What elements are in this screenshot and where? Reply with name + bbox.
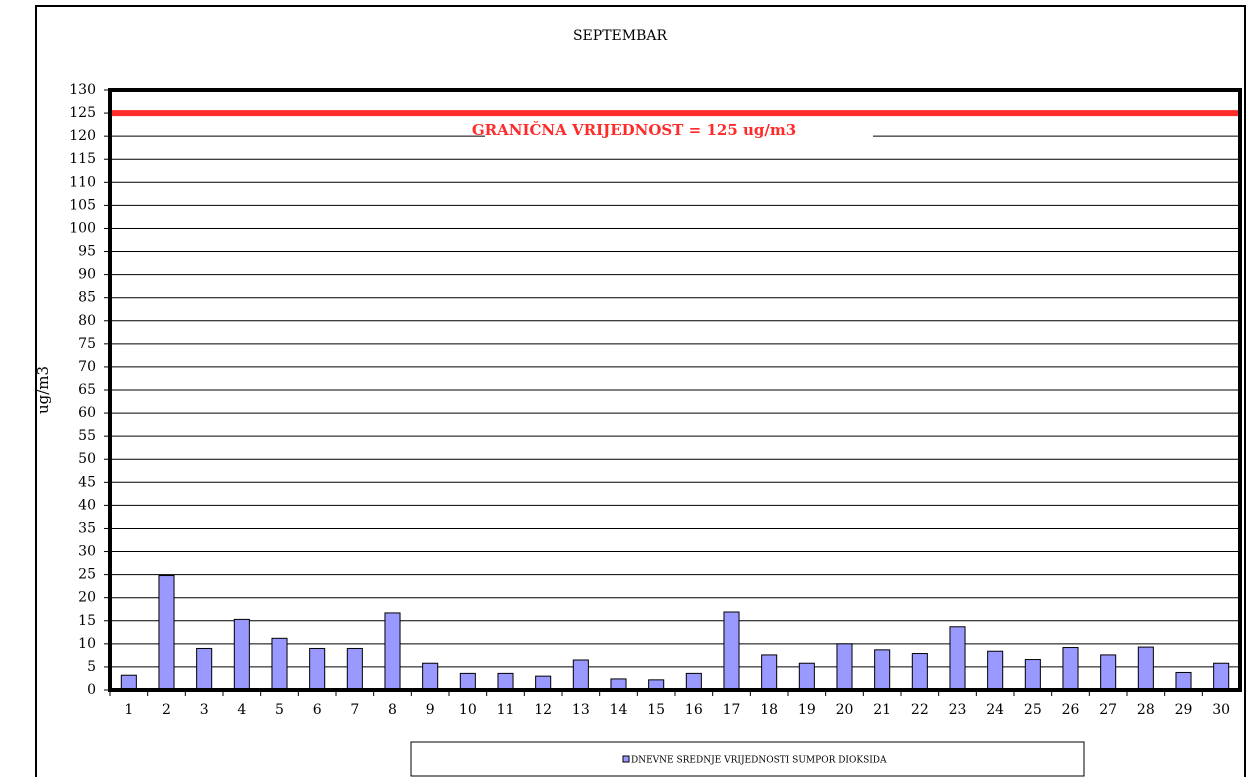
- bar: [384, 612, 401, 691]
- x-tick-label: 9: [426, 702, 435, 718]
- bar: [949, 626, 966, 691]
- bar: [1100, 654, 1117, 691]
- x-tick-label: 14: [610, 702, 628, 718]
- bar: [233, 618, 250, 691]
- plot-frame: [108, 88, 1242, 692]
- bar: [459, 672, 476, 691]
- y-tick-label: 90: [78, 267, 96, 283]
- x-tick-label: 5: [275, 702, 284, 718]
- x-tick-label: 28: [1137, 702, 1155, 718]
- x-tick-label: 7: [350, 702, 359, 718]
- y-tick-label: 100: [69, 220, 96, 236]
- bar: [836, 643, 853, 691]
- bar: [987, 650, 1004, 691]
- y-tick-label: 30: [78, 544, 96, 560]
- y-tick-label: 85: [78, 290, 96, 306]
- bar: [685, 672, 702, 691]
- x-tick-label: 17: [723, 702, 741, 718]
- x-tick-label: 27: [1099, 702, 1117, 718]
- x-tick-label: 26: [1062, 702, 1080, 718]
- y-axis-label: ug/m3: [34, 366, 52, 414]
- y-tick-label: 15: [78, 613, 96, 629]
- y-tick-label: 60: [78, 405, 96, 421]
- y-tick-label: 20: [78, 590, 96, 606]
- x-tick-label: 12: [534, 702, 552, 718]
- y-tick-label: 5: [87, 659, 96, 675]
- x-tick-label: 20: [836, 702, 854, 718]
- y-tick-label: 70: [78, 359, 96, 375]
- bar: [572, 659, 589, 691]
- bar: [271, 637, 288, 691]
- chart-title: SEPTEMBAR: [573, 28, 668, 44]
- y-tick-label: 0: [87, 682, 96, 698]
- x-tick-label: 24: [986, 702, 1004, 718]
- x-tick-label: 2: [162, 702, 171, 718]
- annotation-bg: [485, 132, 873, 157]
- bar: [120, 674, 137, 691]
- legend-box: [410, 741, 1085, 777]
- bar: [1062, 647, 1079, 691]
- bar: [535, 675, 552, 691]
- x-tick-label: 29: [1175, 702, 1193, 718]
- y-tick-label: 50: [78, 451, 96, 467]
- y-tick-label: 65: [78, 382, 96, 398]
- x-tick-label: 15: [647, 702, 665, 718]
- x-tick-label: 22: [911, 702, 929, 718]
- x-tick-label: 13: [572, 702, 590, 718]
- bar: [911, 653, 928, 691]
- x-tick-label: 18: [760, 702, 778, 718]
- bar: [1213, 662, 1230, 691]
- bar: [1137, 646, 1154, 691]
- y-tick-label: 55: [78, 428, 96, 444]
- bar: [1175, 671, 1192, 691]
- bar: [196, 647, 213, 691]
- bar: [798, 662, 815, 691]
- x-tick-label: 1: [124, 702, 133, 718]
- x-tick-label: 8: [388, 702, 397, 718]
- y-tick-label: 110: [69, 174, 96, 190]
- x-tick-label: 23: [949, 702, 967, 718]
- bar: [422, 662, 439, 691]
- bar: [723, 611, 740, 691]
- bar: [497, 672, 514, 691]
- y-tick-label: 75: [78, 336, 96, 352]
- x-tick-label: 3: [200, 702, 209, 718]
- y-tick-label: 45: [78, 474, 96, 490]
- x-tick-label: 11: [497, 702, 515, 718]
- y-tick-label: 80: [78, 313, 96, 329]
- bar: [1024, 659, 1041, 691]
- y-tick-label: 105: [69, 197, 96, 213]
- x-tick-label: 16: [685, 702, 703, 718]
- x-tick-label: 30: [1212, 702, 1230, 718]
- legend-swatch: [622, 755, 630, 763]
- bar: [346, 647, 363, 691]
- x-tick-label: 21: [873, 702, 891, 718]
- x-tick-label: 10: [459, 702, 477, 718]
- legend-label: DNEVNE SREDNJE VRIJEDNOSTI SUMPOR DIOKSI…: [631, 756, 887, 766]
- x-tick-label: 25: [1024, 702, 1042, 718]
- bar: [874, 649, 891, 691]
- y-tick-label: 115: [69, 151, 96, 167]
- y-tick-label: 25: [78, 567, 96, 583]
- y-tick-label: 120: [69, 128, 96, 144]
- bar: [158, 575, 175, 691]
- y-tick-label: 40: [78, 497, 96, 513]
- bar: [309, 647, 326, 691]
- y-tick-label: 35: [78, 520, 96, 536]
- x-tick-label: 6: [313, 702, 322, 718]
- y-tick-label: 125: [69, 105, 96, 121]
- y-tick-label: 10: [78, 636, 96, 652]
- y-tick-label: 95: [78, 244, 96, 260]
- x-tick-label: 19: [798, 702, 816, 718]
- x-tick-label: 4: [237, 702, 246, 718]
- bar: [761, 654, 778, 691]
- y-tick-label: 130: [69, 82, 96, 98]
- limit-label: GRANIČNA VRIJEDNOST = 125 ug/m3: [472, 121, 796, 139]
